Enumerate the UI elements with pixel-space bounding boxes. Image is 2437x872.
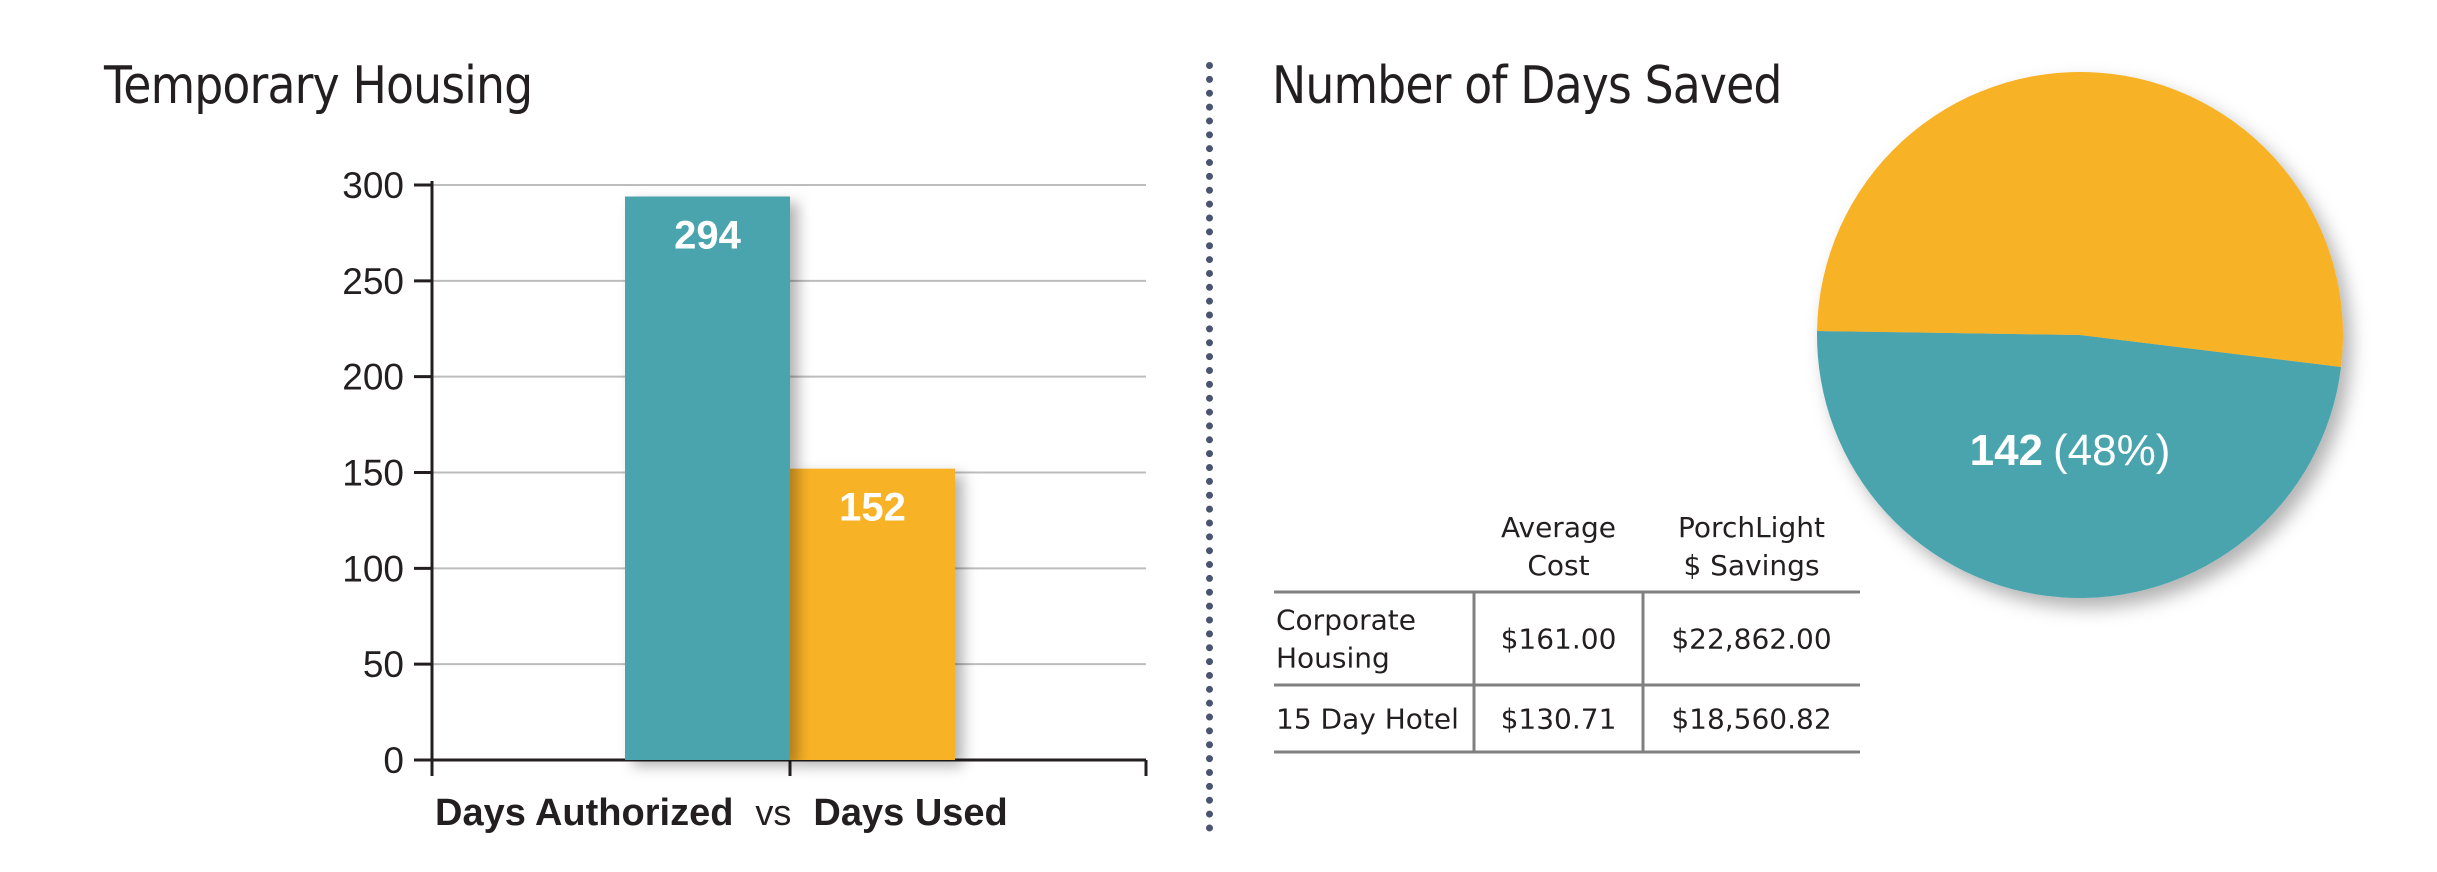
pie-slice-label: 142 (48%) — [1970, 426, 2171, 475]
table-cell: $18,560.82 — [1671, 703, 1831, 736]
bar-days-authorized — [625, 196, 790, 760]
x-label-days-used: Days Used — [813, 792, 1007, 834]
pie-slice-value: 142 — [1970, 426, 2043, 475]
pie-chart-title: Number of Days Saved — [1272, 56, 1782, 116]
table-header: PorchLight — [1678, 511, 1825, 544]
table-cell: $22,862.00 — [1671, 623, 1831, 656]
table-header: Average — [1501, 511, 1616, 544]
pie-slice-days-saved — [1817, 330, 2342, 598]
table-cell: $161.00 — [1501, 623, 1617, 656]
pie-slice-percent: (48%) — [2053, 426, 2170, 475]
y-tick-label: 250 — [342, 261, 404, 302]
table-row-label: Corporate — [1276, 604, 1416, 637]
table-row-label: Housing — [1276, 642, 1390, 675]
table-header: $ Savings — [1683, 549, 1819, 582]
y-tick-label: 50 — [363, 644, 404, 685]
y-tick-label: 0 — [383, 740, 404, 781]
y-tick-label: 150 — [342, 453, 404, 494]
pie-slice-days-used — [1817, 71, 2344, 368]
bar-value-label: 294 — [674, 214, 741, 258]
x-axis-label: Days Authorized vs Days Used — [435, 792, 1008, 834]
x-label-days-authorized: Days Authorized — [435, 792, 733, 834]
y-tick-label: 300 — [342, 165, 404, 206]
table-cell: $130.71 — [1501, 703, 1617, 736]
table-header: Cost — [1527, 549, 1589, 582]
pie-slices — [1817, 71, 2344, 598]
y-tick-label: 100 — [342, 548, 404, 589]
panel-divider — [1206, 62, 1213, 832]
table-row-label: 15 Day Hotel — [1276, 703, 1459, 736]
x-label-vs: vs — [755, 792, 791, 833]
bar-chart: 0 50 100 150 200 250 300 294 152 Days Authorized v… — [342, 165, 1148, 834]
y-tick-label: 200 — [342, 357, 404, 398]
bar-days-used — [790, 468, 955, 760]
bar-value-label: 152 — [839, 486, 906, 530]
bar-chart-title: Temporary Housing — [104, 56, 533, 116]
